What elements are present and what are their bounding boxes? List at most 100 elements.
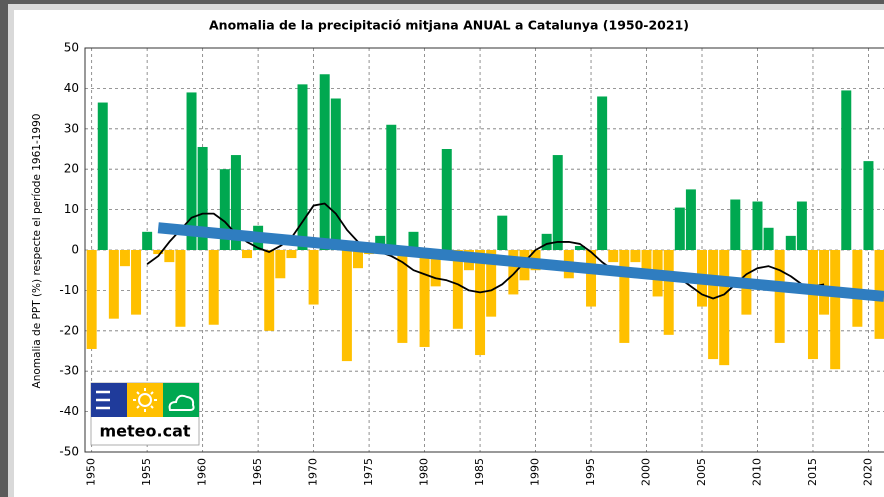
bar (119, 250, 130, 267)
bar (752, 201, 763, 250)
bar (619, 250, 630, 343)
bar (774, 250, 785, 343)
x-tick-label: 1965 (251, 458, 264, 486)
plot-border (84, 47, 884, 453)
bar (86, 250, 97, 349)
bar (863, 161, 874, 250)
bar (341, 250, 352, 362)
logo: meteo.cat (90, 382, 200, 446)
y-tick-label: -10 (59, 283, 79, 297)
x-tick-label: 1975 (362, 458, 375, 486)
bar (330, 98, 341, 250)
bar (685, 189, 696, 250)
bar (663, 250, 674, 335)
bar (197, 146, 208, 250)
bar (763, 227, 774, 250)
bar (674, 207, 685, 250)
bar (408, 231, 419, 250)
bar (308, 250, 319, 305)
bar (841, 90, 852, 250)
bar (630, 250, 641, 263)
x-tick-label: 2000 (640, 458, 653, 486)
bar (452, 250, 463, 329)
bar (785, 235, 796, 250)
bar (219, 169, 230, 250)
bar (397, 250, 408, 343)
bar (97, 102, 108, 250)
bar (541, 233, 552, 250)
bar (419, 250, 430, 347)
x-tick-label: 1960 (196, 458, 209, 486)
bar (830, 250, 841, 370)
logo-text: meteo.cat (99, 422, 190, 441)
y-tick-label: -30 (59, 364, 79, 378)
y-tick-label: 40 (64, 81, 79, 95)
chart-title: Anomalia de la precipitació mitjana ANUA… (209, 18, 689, 33)
bar (486, 250, 497, 317)
logo-sun (138, 393, 152, 407)
axes: -50 -40 -30 -20 -10 0 10 20 30 40 50 1950 1955 1960 19… (59, 41, 884, 486)
plot-area (85, 48, 884, 452)
bar (131, 250, 142, 315)
bar (708, 250, 719, 360)
bar (807, 250, 818, 360)
bar (430, 250, 441, 287)
bar (153, 250, 164, 255)
bar (852, 250, 863, 327)
x-tick-label: 1970 (307, 458, 320, 486)
bar (164, 250, 175, 263)
logo-rays (133, 388, 157, 412)
x-tick-label: 1995 (584, 458, 597, 486)
bar (264, 250, 275, 331)
y-tick-label: -50 (59, 445, 79, 459)
bar (441, 149, 452, 250)
bar (175, 250, 186, 327)
bar (730, 199, 741, 250)
logo-green (163, 383, 199, 417)
bar (796, 201, 807, 250)
bar (641, 250, 652, 271)
bar (586, 250, 597, 307)
bar (352, 250, 363, 269)
y-tick-label: -40 (59, 404, 79, 418)
x-tick-label: 2005 (695, 458, 708, 486)
y-tick-label: 0 (71, 243, 79, 257)
trend-line (157, 222, 884, 302)
bar (319, 74, 330, 250)
bar (574, 245, 585, 250)
logo-lines (96, 390, 110, 410)
bar (297, 84, 308, 250)
y-tick-label: 10 (64, 202, 79, 216)
x-tick-label: 2020 (861, 458, 874, 486)
logo-cloud (168, 394, 195, 411)
bar (608, 250, 619, 263)
bar (497, 215, 508, 250)
bar (108, 250, 119, 319)
y-tick-label: 50 (64, 41, 79, 55)
y-tick-label: -20 (59, 323, 79, 337)
bar (375, 235, 386, 250)
x-tick-label: 1955 (140, 458, 153, 486)
x-tick-label: 2010 (750, 458, 763, 486)
smoothed-line (146, 202, 825, 300)
bar (142, 231, 153, 250)
x-tick-label: 1985 (473, 458, 486, 486)
x-tick-label: 1950 (85, 458, 98, 486)
bar (475, 250, 486, 356)
bar (508, 250, 519, 295)
bar (386, 124, 397, 250)
y-axis-label: Anomalia de PPT (%) respecte el període … (31, 114, 43, 389)
bar (242, 250, 253, 259)
y-tick-label: 30 (64, 121, 79, 135)
bar (552, 155, 563, 250)
bar (186, 92, 197, 250)
bar (208, 250, 219, 325)
bar (819, 250, 830, 315)
bar (719, 250, 730, 366)
y-tick-label: 20 (64, 162, 79, 176)
bar (597, 96, 608, 250)
x-tick-label: 2015 (806, 458, 819, 486)
bar (230, 155, 241, 250)
bar (286, 250, 297, 259)
